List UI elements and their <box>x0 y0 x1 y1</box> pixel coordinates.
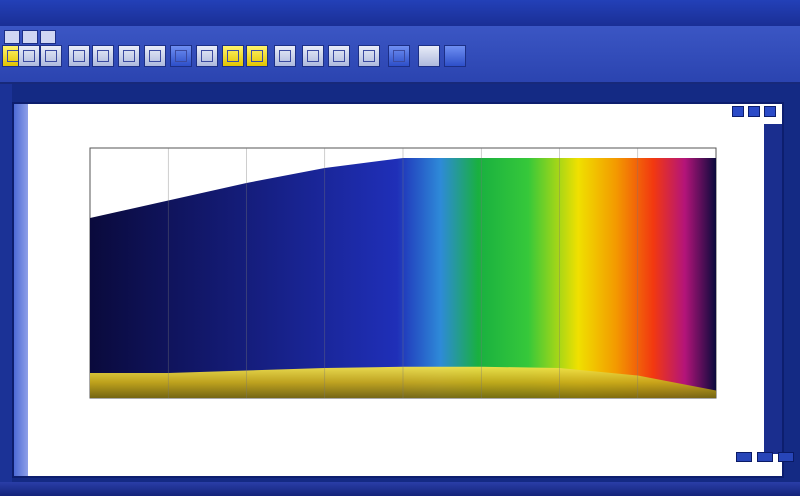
icon-glyph <box>175 50 187 62</box>
left-pane <box>14 104 28 476</box>
undo-icon[interactable] <box>170 45 192 67</box>
menu-icon[interactable] <box>40 30 56 44</box>
icon-glyph <box>97 50 109 62</box>
left-panel <box>0 84 12 482</box>
properties-icon[interactable] <box>418 45 440 67</box>
icon-glyph <box>393 50 405 62</box>
menu-icon[interactable] <box>22 30 38 44</box>
chart-area <box>89 147 717 399</box>
layer-icon[interactable] <box>302 45 324 67</box>
table-icon[interactable] <box>246 45 268 67</box>
title-bar <box>0 0 800 26</box>
minimize-icon[interactable] <box>732 106 744 117</box>
icon-glyph <box>23 50 35 62</box>
bottom-controls <box>736 452 794 462</box>
icon-glyph <box>201 50 213 62</box>
help-icon[interactable] <box>444 45 466 67</box>
open-icon[interactable] <box>18 45 40 67</box>
copy-icon[interactable] <box>118 45 140 67</box>
maximize-icon[interactable] <box>748 106 760 117</box>
nav-button[interactable] <box>757 452 773 462</box>
save-icon[interactable] <box>40 45 62 67</box>
workspace <box>0 84 800 482</box>
chart-icon[interactable] <box>222 45 244 67</box>
toolbar <box>0 26 800 84</box>
nav-button[interactable] <box>736 452 752 462</box>
status-bar <box>0 482 800 496</box>
icon-glyph <box>149 50 161 62</box>
icon-glyph <box>45 50 57 62</box>
icon-glyph <box>333 50 345 62</box>
align-icon[interactable] <box>388 45 410 67</box>
document-window <box>12 102 784 478</box>
paste-icon[interactable] <box>144 45 166 67</box>
icon-glyph <box>251 50 263 62</box>
icon-glyph <box>279 50 291 62</box>
zoom-icon[interactable] <box>274 45 296 67</box>
icon-glyph <box>307 50 319 62</box>
window-controls <box>732 106 776 117</box>
menu-icon[interactable] <box>4 30 20 44</box>
redo-icon[interactable] <box>196 45 218 67</box>
close-icon[interactable] <box>764 106 776 117</box>
export-icon[interactable] <box>328 45 350 67</box>
settings-icon[interactable] <box>358 45 380 67</box>
print-icon[interactable] <box>68 45 90 67</box>
icon-glyph <box>227 50 239 62</box>
nav-button[interactable] <box>778 452 794 462</box>
scrollbar-vertical[interactable] <box>764 124 782 454</box>
cut-icon[interactable] <box>92 45 114 67</box>
icon-glyph <box>363 50 375 62</box>
icon-glyph <box>73 50 85 62</box>
icon-glyph <box>123 50 135 62</box>
